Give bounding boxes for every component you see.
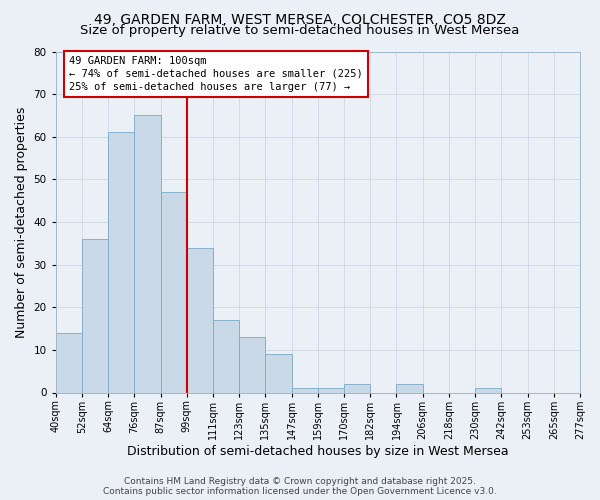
Text: Contains HM Land Registry data © Crown copyright and database right 2025.
Contai: Contains HM Land Registry data © Crown c…	[103, 476, 497, 496]
Bar	[239, 337, 265, 392]
Bar	[56, 333, 82, 392]
Text: Size of property relative to semi-detached houses in West Mersea: Size of property relative to semi-detach…	[80, 24, 520, 37]
Bar	[187, 248, 213, 392]
Bar	[397, 384, 423, 392]
Text: 49, GARDEN FARM, WEST MERSEA, COLCHESTER, CO5 8DZ: 49, GARDEN FARM, WEST MERSEA, COLCHESTER…	[94, 12, 506, 26]
X-axis label: Distribution of semi-detached houses by size in West Mersea: Distribution of semi-detached houses by …	[127, 444, 509, 458]
Bar	[108, 132, 134, 392]
Bar	[344, 384, 370, 392]
Bar	[161, 192, 187, 392]
Bar	[134, 116, 161, 392]
Y-axis label: Number of semi-detached properties: Number of semi-detached properties	[15, 106, 28, 338]
Bar	[265, 354, 292, 393]
Bar	[292, 388, 318, 392]
Bar	[318, 388, 344, 392]
Bar	[213, 320, 239, 392]
Text: 49 GARDEN FARM: 100sqm
← 74% of semi-detached houses are smaller (225)
25% of se: 49 GARDEN FARM: 100sqm ← 74% of semi-det…	[69, 56, 362, 92]
Bar	[475, 388, 502, 392]
Bar	[82, 239, 108, 392]
